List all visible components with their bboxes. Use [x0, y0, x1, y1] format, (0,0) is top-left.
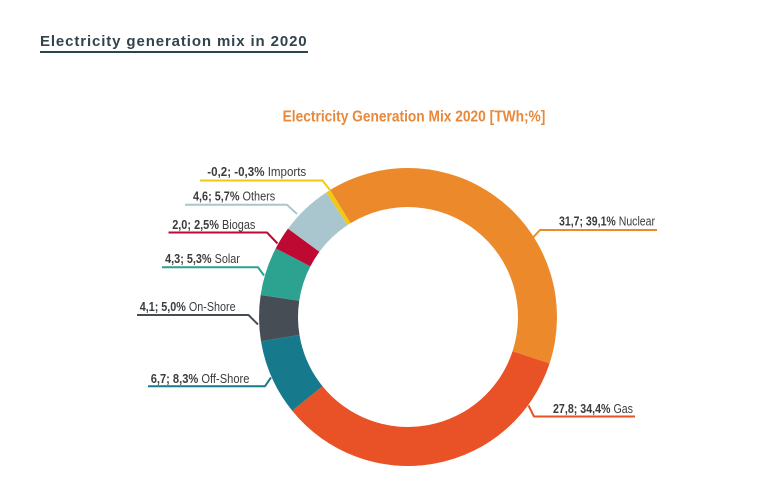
svg-text:4,1; 5,0% On-Shore: 4,1; 5,0% On-Shore	[140, 300, 236, 314]
svg-text:4,3; 5,3% Solar: 4,3; 5,3% Solar	[165, 252, 240, 266]
svg-text:Electricity Generation Mix 202: Electricity Generation Mix 2020 [TWh;%]	[283, 109, 546, 126]
svg-text:2,0; 2,5% Biogas: 2,0; 2,5% Biogas	[172, 218, 255, 232]
svg-text:31,7; 39,1% Nuclear: 31,7; 39,1% Nuclear	[559, 215, 655, 229]
svg-text:6,7; 8,3% Off-Shore: 6,7; 8,3% Off-Shore	[151, 372, 250, 386]
svg-text:4,6; 5,7% Others: 4,6; 5,7% Others	[193, 190, 275, 204]
svg-text:27,8; 34,4% Gas: 27,8; 34,4% Gas	[553, 402, 633, 416]
svg-text:-0,2; -0,3% Imports: -0,2; -0,3% Imports	[207, 165, 306, 179]
